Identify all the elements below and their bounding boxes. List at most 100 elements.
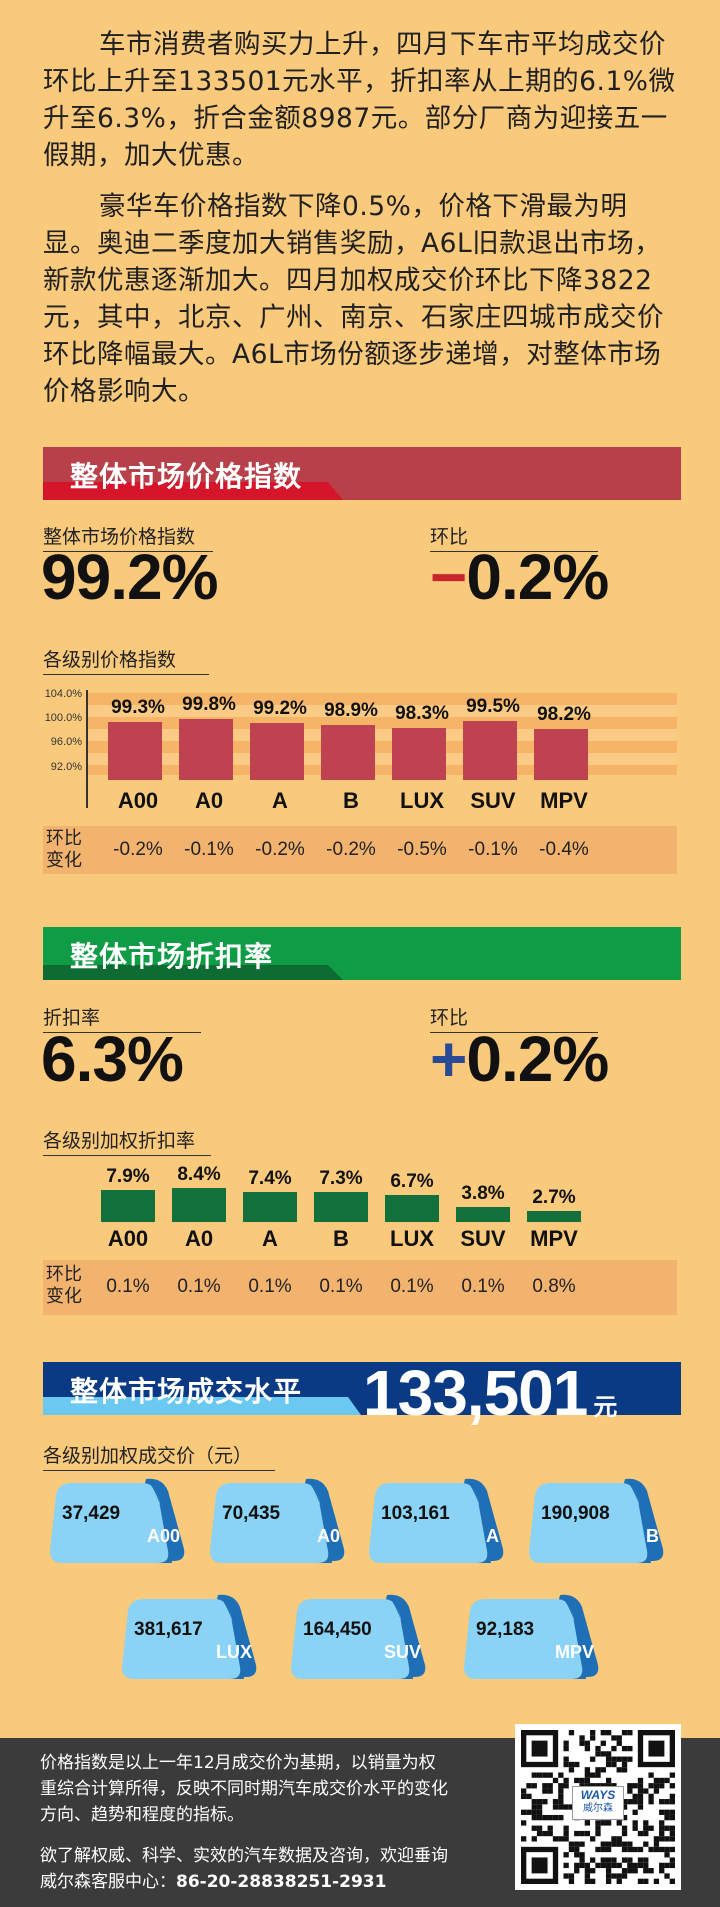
footer-contact-prefix: 威尔森客服中心： xyxy=(40,1872,176,1892)
price-card-mpv[interactable]: 92,183 MPV xyxy=(460,1593,600,1679)
footer-contact-line: 欲了解权威、科学、实效的汽车数据及咨询，欢迎垂询 xyxy=(40,1846,448,1866)
category-label: SUV xyxy=(470,788,516,813)
discount-mom-value: 0.2% xyxy=(466,1023,609,1095)
change-value: 0.1% xyxy=(461,1276,505,1297)
discount-bar xyxy=(172,1188,226,1222)
change-value: -0.2% xyxy=(326,839,376,860)
change-value: -0.5% xyxy=(397,839,447,860)
discount-header: 整体市场折扣率 xyxy=(43,927,681,980)
price-card-segment: SUV xyxy=(383,1642,421,1662)
category-label: A00 xyxy=(107,1226,149,1251)
qr-logo-brand-cn: 威尔森 xyxy=(583,1803,613,1814)
y-tick: 100.0% xyxy=(44,712,82,724)
category-label: B xyxy=(343,788,359,813)
change-value: -0.2% xyxy=(255,839,305,860)
transaction-cards-title: 各级别加权成交价（元） xyxy=(43,1441,275,1471)
price-card-a[interactable]: 103,161 A xyxy=(365,1477,505,1563)
price-card-lux[interactable]: 381,617 LUX xyxy=(118,1593,258,1679)
change-value: -0.1% xyxy=(184,839,234,860)
change-value: 0.1% xyxy=(319,1276,363,1297)
price-index-bar xyxy=(463,720,517,780)
discount-bar xyxy=(101,1190,155,1222)
category-label: A0 xyxy=(184,1226,214,1251)
footer-note-line-2: 重综合计算所得，反映不同时期汽车成交价水平的变化 xyxy=(40,1779,448,1799)
price-card-suv[interactable]: 164,450 SUV xyxy=(287,1593,427,1679)
header-accent-shape xyxy=(43,482,343,500)
price-card-a00[interactable]: 37,429 A00 xyxy=(46,1477,186,1563)
intro-paragraph-1: 车市消费者购买力上升，四月下车市平均成交价环比上升至133501元水平，折扣率从… xyxy=(43,29,676,171)
change-value: 0.1% xyxy=(106,1276,150,1297)
price-card-segment: A00 xyxy=(146,1526,180,1546)
price-index-change-row: 环比变化 -0.2% -0.1% -0.2% -0.2% -0.5% -0.1% -0.4% xyxy=(43,826,677,874)
price-index-chart-title: 各级别价格指数 xyxy=(43,645,209,675)
discount-chart: 7.9% A00 8.4% A0 7.4% A 7.3% B 6.7% LUX 3.8% SUV 2.7… xyxy=(0,1160,720,1260)
bar-value-label: 2.7% xyxy=(532,1187,576,1209)
category-label: LUX xyxy=(390,1226,434,1251)
discount-bar xyxy=(243,1192,297,1222)
header-accent-shape xyxy=(43,965,343,980)
bar-value-label: 99.2% xyxy=(253,697,307,719)
qr-logo-brand: WAYS xyxy=(580,1788,616,1802)
price-card-b[interactable]: 190,908 B xyxy=(525,1477,665,1563)
discount-value: 6.3% xyxy=(41,1023,184,1095)
price-card-segment: A0 xyxy=(316,1526,340,1546)
discount-title: 整体市场折扣率 xyxy=(70,940,274,973)
y-tick: 92.0% xyxy=(50,761,82,773)
bar-value-label: 7.3% xyxy=(319,1168,363,1190)
change-value: -0.1% xyxy=(468,839,518,860)
price-card-a0[interactable]: 70,435 A0 xyxy=(206,1477,346,1563)
bar-value-label: 8.4% xyxy=(177,1164,221,1185)
price-index-title: 整体市场价格指数 xyxy=(70,460,303,493)
change-value: 0.1% xyxy=(177,1276,221,1297)
transaction-total-value: 133,501 xyxy=(363,1357,588,1429)
category-label: MPV xyxy=(540,788,588,813)
price-card-shape xyxy=(529,1478,664,1563)
bar-value-label: 7.9% xyxy=(106,1166,150,1188)
change-row-label: 环比变化 xyxy=(46,828,82,871)
plus-sign: + xyxy=(430,1023,467,1095)
category-label: SUV xyxy=(460,1226,506,1251)
discount-mom: +0.2% xyxy=(430,1022,609,1096)
y-tick: 104.0% xyxy=(44,688,82,700)
price-index-bar xyxy=(321,724,375,780)
transaction-total-unit: 元 xyxy=(593,1394,618,1421)
price-index-value: 99.2% xyxy=(41,541,218,613)
price-card-shape xyxy=(291,1594,426,1679)
price-index-bar xyxy=(179,719,233,780)
change-value: 0.1% xyxy=(390,1276,434,1297)
price-card-segment: LUX xyxy=(216,1642,252,1662)
price-card-value: 164,450 xyxy=(303,1619,372,1640)
discount-bar xyxy=(456,1206,510,1222)
price-card-value: 103,161 xyxy=(381,1503,450,1524)
price-index-mom-value: 0.2% xyxy=(466,541,609,613)
footer-contact-phone: 威尔森客服中心：86-20-28838251-2931 xyxy=(40,1869,386,1895)
bar-value-label: 6.7% xyxy=(390,1170,434,1192)
price-card-value: 381,617 xyxy=(134,1619,203,1640)
price-card-value: 70,435 xyxy=(222,1503,281,1524)
price-card-value: 190,908 xyxy=(541,1503,610,1524)
price-card-value: 92,183 xyxy=(476,1619,535,1640)
bar-value-label: 98.9% xyxy=(324,699,378,721)
price-index-mom-label: 环比 xyxy=(430,522,598,552)
category-label: MPV xyxy=(530,1226,578,1251)
intro-paragraph-2: 豪华车价格指数下降0.5%，价格下滑最为明显。奥迪二季度加大销售奖励，A6L旧款… xyxy=(43,191,664,407)
discount-bar xyxy=(527,1211,581,1222)
bar-value-label: 99.3% xyxy=(111,697,165,719)
category-label: A0 xyxy=(194,788,224,813)
price-card-segment: MPV xyxy=(554,1642,594,1662)
discount-label: 折扣率 xyxy=(43,1003,201,1033)
footer-phone: 86-20-28838251-2931 xyxy=(176,1872,387,1892)
discount-chart-title: 各级别加权折扣率 xyxy=(43,1126,211,1156)
bar-value-label: 98.2% xyxy=(537,704,591,726)
price-index-bar xyxy=(250,722,304,780)
qr-code[interactable]: WAYS 威尔森 xyxy=(515,1724,681,1890)
price-index-chart: 104.0% 100.0% 96.0% 92.0% 99.3% A00 99.8% A… xyxy=(0,680,720,830)
qr-logo: WAYS 威尔森 xyxy=(572,1786,624,1820)
discount-change-row: 环比变化 0.1% 0.1% 0.1% 0.1% 0.1% 0.1% 0.8% xyxy=(43,1260,677,1315)
category-label: A00 xyxy=(117,788,159,813)
y-tick: 96.0% xyxy=(50,736,82,748)
category-label: B xyxy=(333,1226,349,1251)
category-label: LUX xyxy=(400,788,444,813)
price-card-shape xyxy=(210,1478,345,1563)
category-label: A xyxy=(262,1226,278,1251)
